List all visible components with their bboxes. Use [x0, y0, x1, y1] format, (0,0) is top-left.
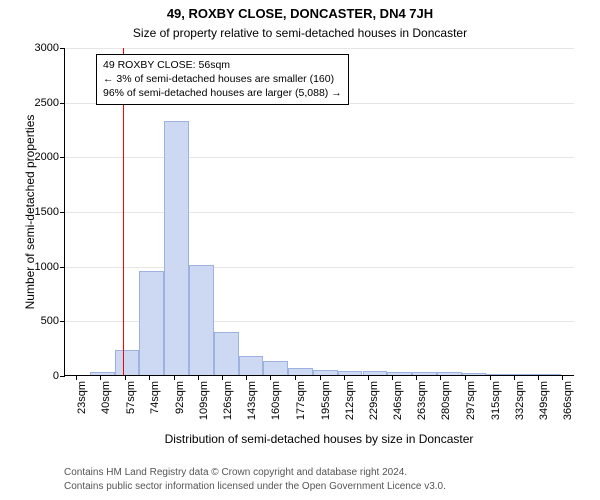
- x-tick-mark: [392, 375, 393, 380]
- x-axis-title: Distribution of semi-detached houses by …: [64, 432, 574, 446]
- annotation-line-1: 49 ROXBY CLOSE: 56sqm: [103, 58, 342, 72]
- y-tick-label: 3000: [35, 42, 65, 54]
- histogram-bar: [139, 271, 164, 375]
- y-tick-label: 0: [53, 370, 65, 382]
- x-tick-label: 366sqm: [562, 381, 574, 420]
- x-tick-mark: [198, 375, 199, 380]
- y-tick-label: 1000: [35, 261, 65, 273]
- x-tick-mark: [514, 375, 515, 380]
- x-tick-mark: [416, 375, 417, 380]
- x-tick-label: 315sqm: [490, 381, 502, 420]
- histogram-bar: [313, 370, 338, 375]
- x-tick-label: 74sqm: [149, 381, 161, 414]
- x-tick-label: 212sqm: [344, 381, 356, 420]
- histogram-bar: [239, 356, 264, 375]
- x-tick-label: 332sqm: [514, 381, 526, 420]
- histogram-bar: [536, 374, 561, 375]
- x-tick-mark: [125, 375, 126, 380]
- x-tick-mark: [295, 375, 296, 380]
- footer-line-1: Contains HM Land Registry data © Crown c…: [64, 466, 446, 480]
- x-tick-label: 246sqm: [392, 381, 404, 420]
- x-tick-mark: [538, 375, 539, 380]
- chart-main-title: 49, ROXBY CLOSE, DONCASTER, DN4 7JH: [0, 6, 600, 21]
- y-gridline: [65, 48, 574, 49]
- y-tick-label: 2000: [35, 151, 65, 163]
- histogram-bar: [437, 372, 462, 375]
- histogram-bar: [387, 372, 412, 375]
- x-tick-mark: [368, 375, 369, 380]
- histogram-bar: [363, 371, 388, 375]
- histogram-bar: [462, 373, 487, 375]
- x-tick-label: 263sqm: [416, 381, 428, 420]
- annotation-line-2: ← 3% of semi-detached houses are smaller…: [103, 72, 342, 86]
- histogram-bar: [486, 374, 511, 375]
- histogram-bar: [412, 372, 437, 375]
- x-tick-label: 297sqm: [465, 381, 477, 420]
- footer-line-2: Contains public sector information licen…: [64, 480, 446, 494]
- x-tick-mark: [246, 375, 247, 380]
- chart-subtitle: Size of property relative to semi-detach…: [0, 26, 600, 40]
- x-tick-mark: [440, 375, 441, 380]
- histogram-bar: [90, 372, 115, 375]
- histogram-bar: [263, 361, 288, 375]
- annotation-line-3: 96% of semi-detached houses are larger (…: [103, 86, 342, 100]
- y-gridline: [65, 212, 574, 213]
- x-tick-label: 229sqm: [368, 381, 380, 420]
- y-axis-title: Number of semi-detached properties: [23, 92, 37, 332]
- x-tick-mark: [465, 375, 466, 380]
- x-tick-label: 177sqm: [295, 381, 307, 420]
- histogram-bar: [288, 368, 313, 375]
- x-tick-label: 349sqm: [538, 381, 550, 420]
- x-tick-mark: [149, 375, 150, 380]
- x-tick-mark: [222, 375, 223, 380]
- x-tick-label: 126sqm: [222, 381, 234, 420]
- footer-attribution: Contains HM Land Registry data © Crown c…: [64, 466, 446, 493]
- x-tick-mark: [174, 375, 175, 380]
- x-tick-label: 23sqm: [76, 381, 88, 414]
- x-tick-label: 160sqm: [270, 381, 282, 420]
- x-tick-mark: [490, 375, 491, 380]
- x-tick-label: 109sqm: [198, 381, 210, 420]
- histogram-bar: [214, 332, 239, 375]
- y-tick-label: 1500: [35, 206, 65, 218]
- histogram-bar: [189, 265, 214, 375]
- histogram-bar: [511, 374, 536, 375]
- x-tick-label: 280sqm: [440, 381, 452, 420]
- y-gridline: [65, 267, 574, 268]
- x-tick-label: 92sqm: [174, 381, 186, 414]
- x-tick-mark: [270, 375, 271, 380]
- x-tick-label: 195sqm: [320, 381, 332, 420]
- y-gridline: [65, 157, 574, 158]
- x-tick-label: 57sqm: [125, 381, 137, 414]
- y-tick-label: 2500: [35, 97, 65, 109]
- x-tick-mark: [320, 375, 321, 380]
- x-tick-mark: [76, 375, 77, 380]
- x-tick-mark: [100, 375, 101, 380]
- histogram-bar: [164, 121, 189, 375]
- annotation-box: 49 ROXBY CLOSE: 56sqm ← 3% of semi-detac…: [96, 54, 349, 105]
- histogram-bar: [115, 350, 140, 375]
- x-tick-label: 143sqm: [246, 381, 258, 420]
- x-tick-label: 40sqm: [100, 381, 112, 414]
- x-tick-mark: [562, 375, 563, 380]
- histogram-bar: [338, 371, 363, 375]
- y-tick-label: 500: [41, 315, 65, 327]
- x-tick-mark: [344, 375, 345, 380]
